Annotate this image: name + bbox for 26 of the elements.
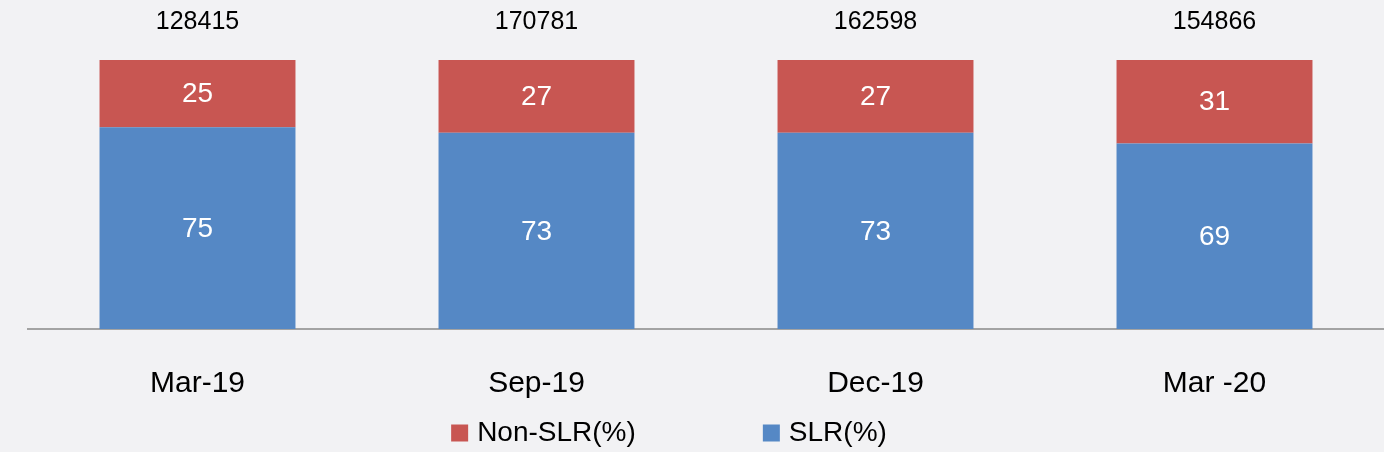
legend-label: SLR(%) (788, 415, 887, 447)
bar (1116, 60, 1313, 144)
data-label: 25 (181, 77, 214, 109)
legend-label: Non-SLR(%) (477, 415, 636, 447)
bar (777, 132, 974, 329)
x-tick-label: Mar -20 (1162, 365, 1267, 399)
annotation: 170781 (494, 5, 579, 34)
bar (1116, 143, 1313, 329)
x-tick-label: Dec-19 (827, 365, 924, 399)
data-label: 27 (859, 80, 892, 112)
data-label: 27 (520, 80, 553, 112)
data-label: 31 (1198, 85, 1231, 117)
data-label: 73 (520, 214, 553, 246)
annotation: 128415 (155, 5, 240, 34)
bar (438, 132, 635, 329)
data-label: 75 (181, 211, 214, 243)
x-tick-label: Mar-19 (149, 365, 246, 399)
x-tick-label: Sep-19 (488, 365, 585, 399)
bar (438, 60, 635, 133)
bar (99, 127, 296, 329)
annotation: 154866 (1172, 5, 1257, 34)
data-label: 73 (859, 214, 892, 246)
bar (777, 60, 974, 133)
data-label: 69 (1198, 219, 1231, 251)
bar (99, 60, 296, 128)
annotation: 162598 (833, 5, 918, 34)
